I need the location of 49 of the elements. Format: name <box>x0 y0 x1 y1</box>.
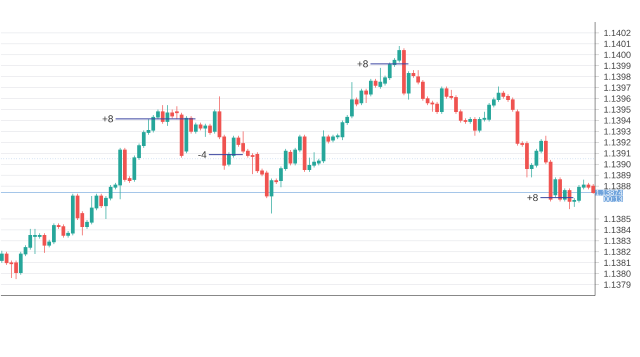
candlestick <box>473 116 477 136</box>
candlestick <box>364 88 368 104</box>
annotation: +8 <box>102 115 113 122</box>
y-tick-label: 1.1382 <box>604 248 631 255</box>
y-tick-label: 1.1379 <box>604 281 631 288</box>
y-tick-label: 1.1388 <box>604 182 631 190</box>
candlestick <box>412 70 416 78</box>
y-tick-label: 1.1394 <box>604 117 631 124</box>
y-tick-label: 1.1391 <box>604 150 631 156</box>
candlestick <box>360 88 364 106</box>
candlestick <box>42 232 46 254</box>
candlestick <box>326 134 330 144</box>
y-tick-label: 1.1397 <box>604 84 631 91</box>
candlestick <box>203 123 208 137</box>
y-tick-label: 1.1392 <box>604 138 631 146</box>
y-tick-label: 1.1398 <box>604 73 631 80</box>
y-tick-label: 1.1393 <box>604 128 631 134</box>
annotation: -4 <box>198 151 206 158</box>
candlestick <box>198 122 202 130</box>
y-tick-label: 1.1385 <box>604 216 631 222</box>
y-tick-label: 1.1402 <box>604 30 631 36</box>
y-tick-label: 1.1401 <box>604 40 631 47</box>
candlestick <box>558 176 562 202</box>
candlestick <box>374 78 378 88</box>
y-tick-label: 1.1395 <box>604 106 631 112</box>
candlestick <box>0 250 4 263</box>
candlestick <box>468 116 472 124</box>
candlestick <box>568 188 572 210</box>
y-tick-label: 1.1389 <box>604 172 631 178</box>
candlestick <box>189 116 193 134</box>
candlestick <box>270 178 274 214</box>
y-tick-label: 1.1380 <box>604 270 631 277</box>
y-tick-label: 1.1383 <box>604 237 631 244</box>
y-tick-label: 1.1381 <box>604 259 631 266</box>
annotation: +8 <box>527 194 538 201</box>
candlestick <box>288 149 292 166</box>
candlestick <box>166 104 170 126</box>
y-tick-label: 1.1384 <box>604 226 631 233</box>
y-tick-label: 1.1396 <box>604 95 631 102</box>
candlestick <box>354 96 359 106</box>
y-tick-label: 1.1400 <box>604 51 631 58</box>
annotation: +8 <box>357 60 368 68</box>
candlestick <box>208 123 212 135</box>
y-tick-label: 1.1390 <box>604 160 631 168</box>
candlestick <box>194 122 198 134</box>
candlestick <box>274 178 278 184</box>
candlestick <box>350 82 354 118</box>
y-tick-label: 1.1399 <box>604 62 631 69</box>
candlestick <box>402 48 406 96</box>
